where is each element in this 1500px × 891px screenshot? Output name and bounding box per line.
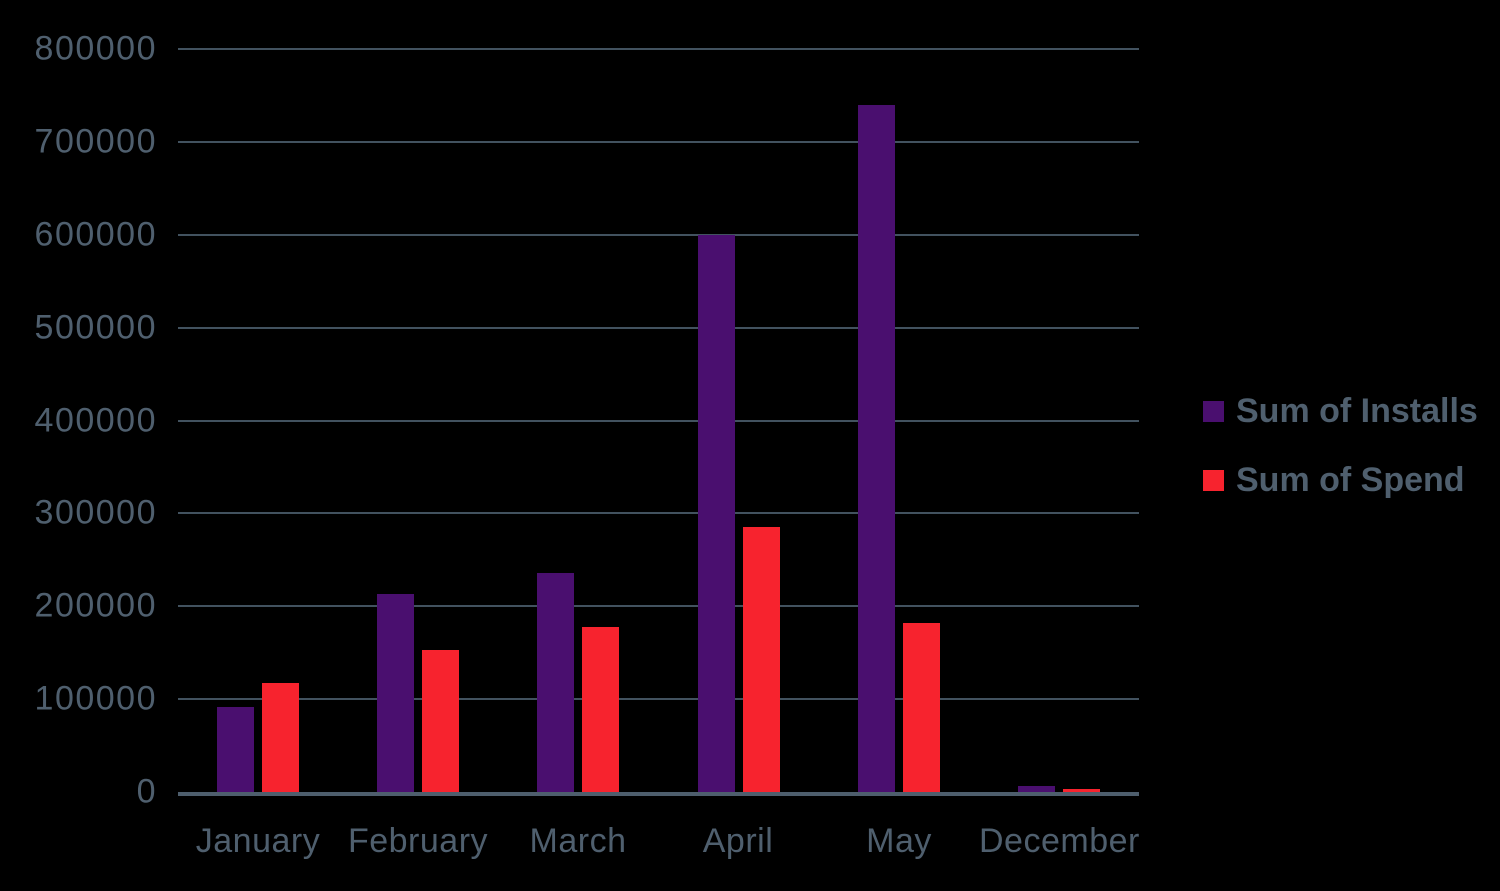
y-axis-tick-label: 100000: [34, 679, 157, 718]
bar-sum-of-spend-march: [582, 627, 619, 792]
legend-label-installs: Sum of Installs: [1236, 391, 1478, 430]
y-axis-tick-label: 400000: [34, 401, 157, 439]
bar-sum-of-installs-december: [1018, 786, 1055, 792]
legend-label-spend: Sum of Spend: [1236, 460, 1465, 499]
bar-sum-of-spend-february: [422, 650, 459, 792]
bar-sum-of-installs-may: [858, 105, 895, 792]
legend: Sum of Installs Sum of Spend: [1203, 392, 1478, 536]
bar-sum-of-spend-may: [903, 623, 940, 792]
bar-sum-of-spend-december: [1063, 789, 1100, 792]
legend-swatch-spend-icon: [1203, 469, 1224, 491]
bar-sum-of-spend-january: [262, 683, 299, 792]
gridline: [178, 48, 1139, 50]
x-axis-line: [178, 792, 1139, 796]
y-axis-tick-label: 700000: [34, 122, 157, 161]
x-axis-category-label: December: [979, 822, 1140, 860]
x-axis-category-label: January: [195, 822, 321, 860]
x-axis-category-label: May: [866, 822, 932, 860]
y-axis-tick-label: 500000: [34, 308, 157, 347]
gridline: [178, 419, 1139, 422]
gridline: [178, 326, 1139, 329]
gridline: [178, 233, 1139, 236]
x-axis-category-label: March: [529, 822, 627, 860]
gridline: [178, 512, 1139, 515]
bar-sum-of-installs-january: [217, 707, 254, 792]
y-axis-tick-label: 300000: [34, 493, 157, 532]
bar-sum-of-installs-february: [377, 594, 414, 792]
y-axis-tick-label: 200000: [34, 586, 157, 625]
bar-sum-of-spend-april: [743, 527, 780, 792]
gridline: [178, 605, 1139, 608]
y-axis-tick-label: 0: [136, 772, 157, 811]
y-axis-tick-label: 800000: [34, 29, 157, 68]
y-axis-tick-label: 600000: [34, 215, 157, 254]
bar-sum-of-installs-april: [698, 235, 735, 792]
gridline: [178, 140, 1139, 143]
legend-swatch-installs-icon: [1203, 400, 1224, 422]
gridline: [178, 698, 1139, 701]
x-axis-category-label: February: [347, 822, 489, 860]
x-axis-category-label: April: [702, 822, 774, 860]
legend-item-installs: Sum of Installs: [1203, 392, 1478, 430]
bar-sum-of-installs-march: [537, 573, 574, 792]
legend-item-spend: Sum of Spend: [1203, 461, 1478, 499]
